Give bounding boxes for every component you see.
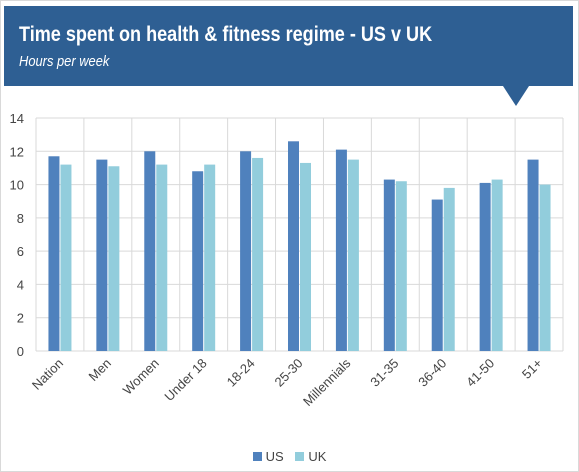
- y-tick-label: 12: [10, 144, 24, 159]
- y-tick-label: 8: [17, 211, 24, 226]
- bar-us: [479, 182, 491, 351]
- title-banner: Time spent on health & fitness regime - …: [4, 6, 573, 86]
- x-tick-label: 51+: [519, 356, 545, 382]
- bar-us: [144, 151, 156, 351]
- bar-uk: [156, 164, 168, 351]
- x-tick-label: Millennials: [300, 355, 354, 409]
- bar-uk: [347, 159, 359, 351]
- bar-uk: [204, 164, 216, 351]
- legend-label-uk: UK: [308, 449, 327, 464]
- bar-us: [335, 149, 347, 351]
- x-tick-label: 25-30: [272, 356, 306, 390]
- bar-us: [431, 199, 443, 351]
- bar-uk: [443, 187, 455, 351]
- legend-label-us: US: [265, 449, 284, 464]
- y-tick-label: 10: [10, 178, 24, 193]
- bar-us: [527, 159, 539, 351]
- x-tick-label: 31-35: [367, 356, 401, 390]
- legend-swatch-uk: [295, 452, 305, 461]
- legend-swatch-us: [252, 452, 262, 461]
- bar-uk: [300, 162, 311, 351]
- x-tick-label: 41-50: [463, 356, 497, 390]
- y-tick-label: 0: [17, 344, 24, 359]
- y-tick-label: 14: [10, 111, 24, 126]
- legend: US UK: [0, 449, 579, 464]
- bar-us: [383, 179, 395, 351]
- bar-uk: [539, 184, 551, 351]
- bar-us: [240, 151, 252, 351]
- x-tick-label: 36-40: [415, 356, 449, 390]
- x-tick-label: 18-24: [224, 356, 258, 390]
- x-tick-label: Women: [120, 356, 162, 398]
- legend-item-us: US: [252, 449, 284, 464]
- x-tick-label: Nation: [29, 356, 66, 393]
- x-tick-label: Under 18: [161, 356, 209, 404]
- bar-uk: [108, 166, 120, 351]
- bar-us: [288, 141, 299, 351]
- bar-us: [192, 171, 204, 351]
- bar-us: [48, 156, 60, 351]
- bar-chart: 0 2 4 6 8 10 12 14 Nation Men Women Under 18 18-24 25…: [10, 111, 564, 409]
- bar-us: [96, 159, 108, 351]
- bar-uk: [491, 179, 503, 351]
- y-tick-label: 2: [17, 311, 24, 326]
- legend-item-uk: UK: [295, 449, 326, 464]
- y-tick-label: 6: [17, 244, 24, 259]
- bar-uk: [60, 164, 72, 351]
- chart-title: Time spent on health & fitness regime - …: [19, 23, 433, 46]
- banner-pointer: [503, 86, 529, 106]
- bar-uk: [252, 157, 264, 351]
- chart-subtitle: Hours per week: [19, 53, 110, 70]
- x-tick-label: Men: [85, 356, 113, 384]
- y-tick-label: 4: [17, 277, 24, 292]
- bar-uk: [395, 181, 407, 351]
